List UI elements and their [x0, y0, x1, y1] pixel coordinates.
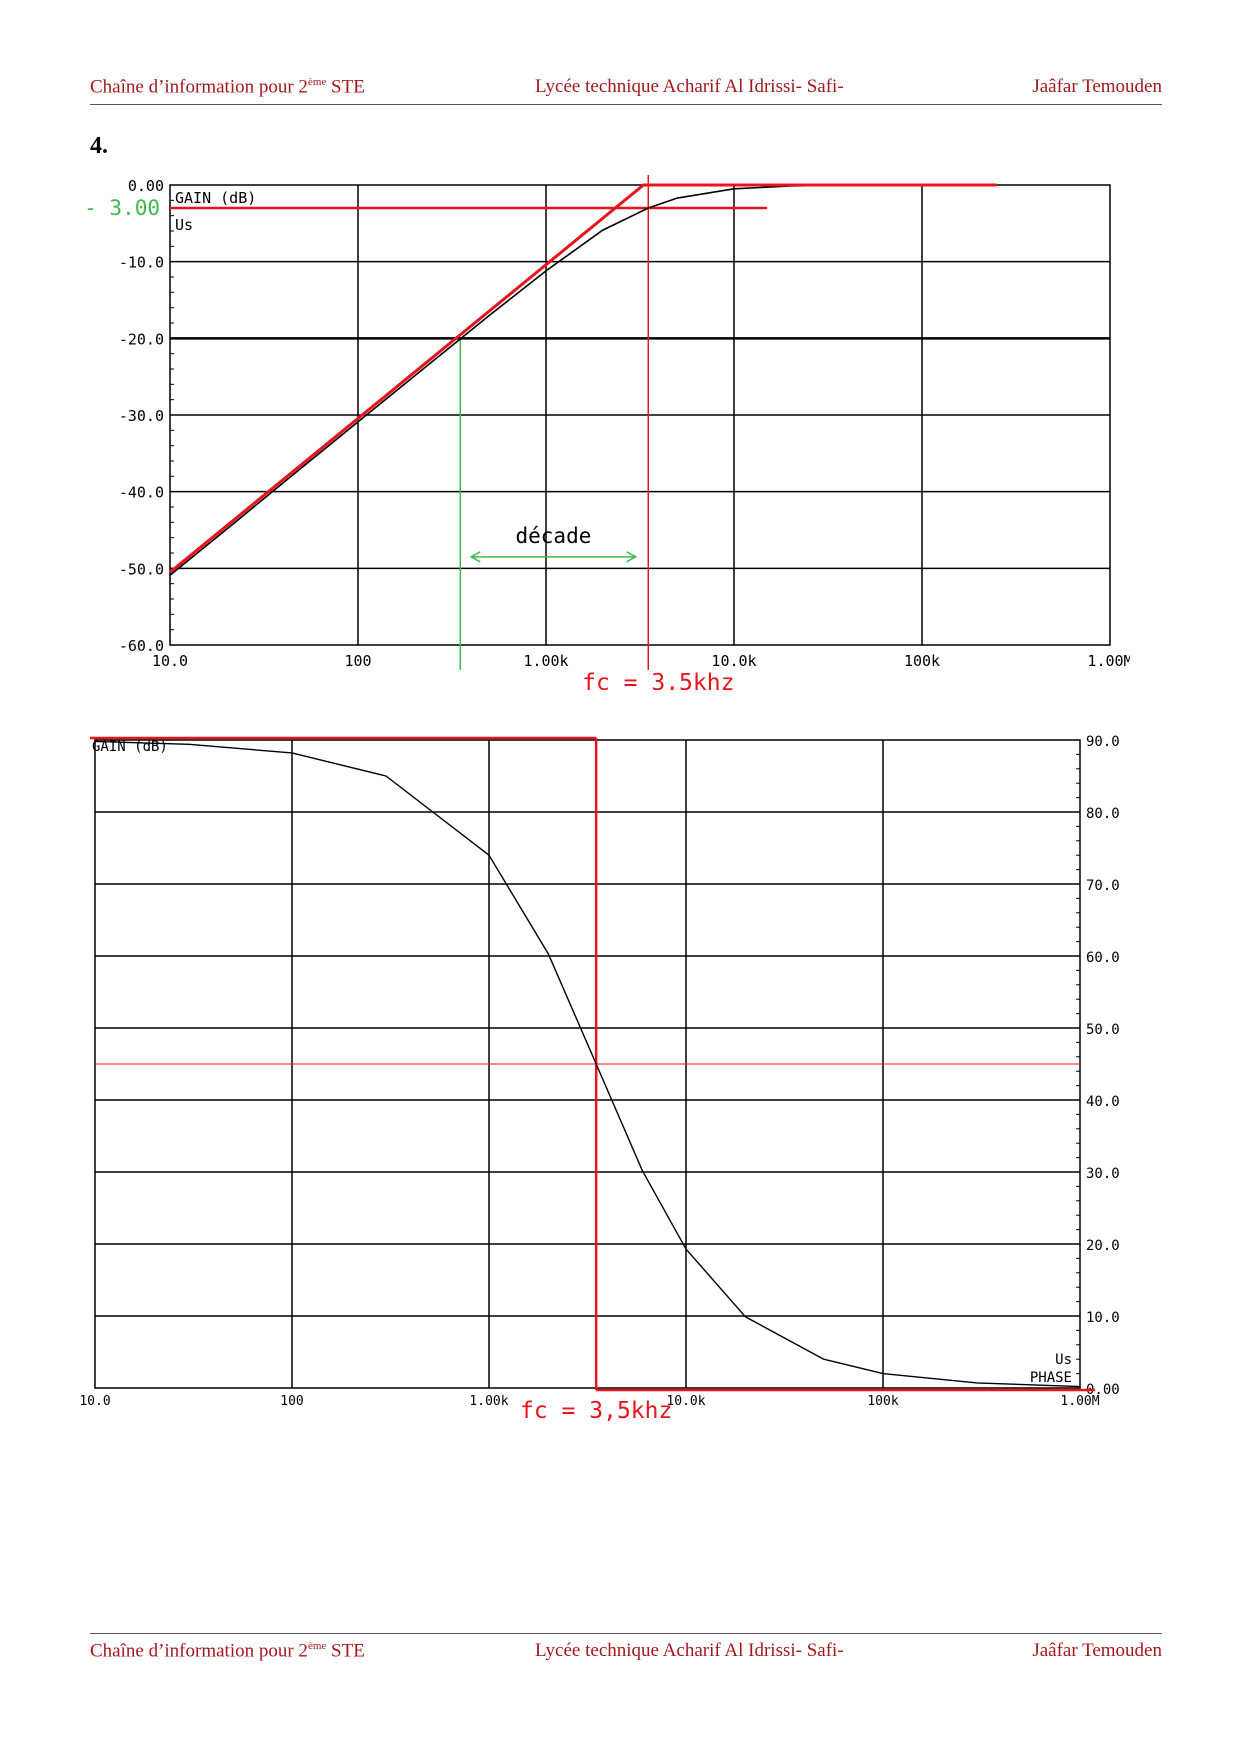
gain-y-tick-label: -10.0	[119, 254, 164, 272]
decade-arrowhead-left	[469, 551, 481, 563]
phase-y-tick-label: 20.0	[1086, 1238, 1120, 1254]
gain-y-tick-label: -30.0	[119, 407, 164, 425]
gain-x-tick-label: 100k	[904, 652, 940, 670]
phase-x-tick-label: 1.00k	[469, 1394, 508, 1409]
gain-series	[169, 183, 997, 576]
fc-label: fc = 3,5khz	[582, 670, 734, 690]
gain-chart: 10.0 100 1.00k 10.0k 100k 1.00M 0.00 -10.0 -20.0…	[84, 175, 1130, 690]
phase-curve	[94, 740, 1081, 1388]
phase-y-tick-label: 40.0	[1086, 1094, 1120, 1110]
phase-annotations: fc = 3,5khz	[90, 736, 1095, 1424]
footer-rule	[90, 1633, 1162, 1634]
phase-y-tick-label: 70.0	[1086, 878, 1120, 894]
gain-x-tick-label: 1.00M	[1087, 652, 1130, 670]
header-course: Chaîne d’information pour 2ème STE	[90, 76, 365, 98]
minus3-label: - 3.00	[84, 196, 160, 220]
gain-y-tick-label: -50.0	[119, 560, 164, 578]
page-header: Chaîne d’information pour 2ème STE Lycée…	[90, 76, 1162, 106]
phase-y-tick-label: 60.0	[1086, 950, 1120, 966]
footer-author: Jaâfar Temouden	[1032, 1640, 1162, 1661]
phase-x-tick-label: 100k	[867, 1394, 898, 1409]
gain-grid	[169, 184, 1111, 646]
phase-y-tick-label: 50.0	[1086, 1022, 1120, 1038]
phase-chart: 10.0 100 1.00k 10.0k 100k 1.00M 90.0 80.0 70.0 60…	[80, 734, 1120, 1424]
phase-y-tick-label: 90.0	[1086, 734, 1120, 750]
gain-asymptote	[169, 183, 997, 574]
gain-curve	[169, 184, 824, 576]
phase-tick-labels: 10.0 100 1.00k 10.0k 100k 1.00M 90.0 80.0 70.0 60…	[80, 734, 1120, 1409]
phase-y-tick-label: 30.0	[1086, 1166, 1120, 1182]
phase-trace-label-phase: PHASE	[1030, 1370, 1072, 1386]
footer-school: Lycée technique Acharif Al Idrissi- Safi…	[535, 1640, 844, 1661]
phase-y-tick-label: 0.00	[1086, 1382, 1120, 1398]
page-footer: Chaîne d’information pour 2ème STE Lycée…	[90, 1640, 1162, 1670]
header-school: Lycée technique Acharif Al Idrissi- Safi…	[535, 76, 844, 97]
phase-x-tick-label: 10.0k	[666, 1394, 705, 1409]
gain-x-tick-label: 100	[344, 652, 371, 670]
footer-course: Chaîne d’information pour 2ème STE	[90, 1640, 365, 1662]
gain-y-tick-label: -20.0	[119, 330, 164, 348]
gain-annotations: décade - 3.00 fc = 3,5khz	[84, 175, 768, 690]
phase-y-tick-label: 80.0	[1086, 806, 1120, 822]
gain-x-tick-label: 10.0	[152, 652, 188, 670]
phase-x-tick-label: 1.00M	[1060, 1394, 1099, 1409]
fc-label: fc = 3,5khz	[520, 1398, 672, 1424]
phase-x-tick-label: 10.0	[80, 1394, 111, 1409]
gain-trace-label: Us	[175, 216, 193, 234]
gain-y-tick-label: -60.0	[119, 637, 164, 655]
phase-y-tick-label: 10.0	[1086, 1310, 1120, 1326]
phase-series	[94, 740, 1081, 1388]
decade-arrowhead-right	[626, 551, 638, 563]
phase-x-tick-label: 100	[280, 1394, 303, 1409]
phase-trace-label-us: Us	[1055, 1352, 1072, 1368]
question-number: 4.	[90, 133, 108, 159]
gain-tick-labels: 10.0 100 1.00k 10.0k 100k 1.00M 0.00 -10.0 -20.0…	[119, 177, 1130, 670]
decade-label: décade	[516, 524, 592, 548]
gain-y-tick-label: 0.00	[128, 177, 164, 195]
gain-x-tick-label: 10.0k	[711, 652, 756, 670]
gain-y-tick-label: -40.0	[119, 484, 164, 502]
header-rule	[90, 104, 1162, 105]
header-author: Jaâfar Temouden	[1032, 76, 1162, 97]
gain-plot-label: GAIN (dB)	[175, 189, 256, 207]
gain-x-tick-label: 1.00k	[523, 652, 568, 670]
